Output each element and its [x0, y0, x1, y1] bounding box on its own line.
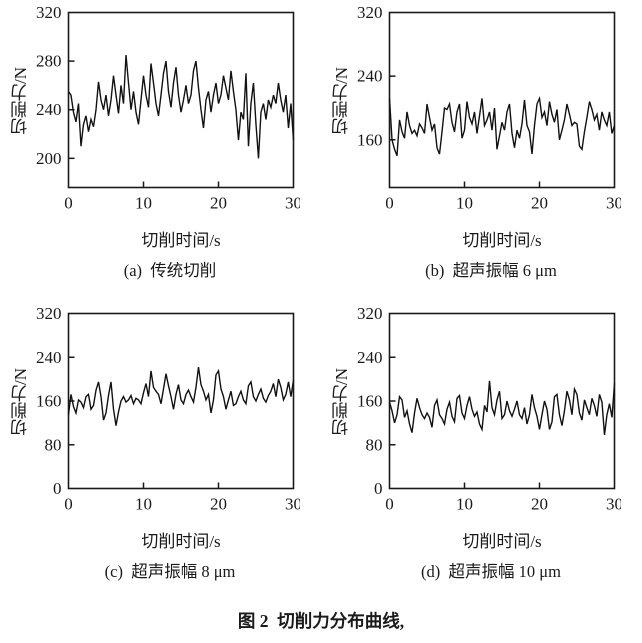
svg-text:80: 80: [45, 435, 62, 454]
svg-text:10: 10: [135, 495, 152, 514]
svg-text:20: 20: [531, 194, 548, 213]
panel-c: 切削力/N 0 80 160 240 320 0 10 20 30 切削时间/s (c) 超声振…: [0, 301, 321, 602]
panel-d: 切削力/N 0 80 160 240 320 0 10 20 30 切削时间/s (d) 超声振…: [321, 301, 642, 602]
svg-text:20: 20: [531, 495, 548, 514]
svg-text:20: 20: [210, 495, 227, 514]
svg-text:0: 0: [64, 194, 73, 213]
x-axis-label-b: 切削时间/s: [462, 231, 542, 250]
line-chart-d: 0 80 160 240 320 0 10 20 30: [357, 304, 621, 514]
svg-text:320: 320: [36, 304, 62, 323]
svg-text:10: 10: [135, 194, 152, 213]
svg-text:20: 20: [210, 194, 227, 213]
svg-text:320: 320: [357, 304, 383, 323]
panel-b: 切削力/N 160 240 320 0 10 20 30 切削时间/s (b) 超声振幅 6…: [321, 0, 642, 301]
svg-text:30: 30: [285, 495, 300, 514]
svg-text:80: 80: [366, 435, 383, 454]
svg-text:160: 160: [357, 392, 383, 411]
svg-text:0: 0: [53, 479, 62, 498]
panel-caption-c: (c) 超声振幅 8 μm: [104, 562, 236, 581]
svg-text:240: 240: [36, 100, 62, 119]
x-axis-label-c: 切削时间/s: [141, 532, 221, 551]
svg-text:0: 0: [385, 495, 394, 514]
svg-text:160: 160: [36, 392, 62, 411]
svg-text:320: 320: [36, 3, 62, 22]
svg-text:160: 160: [357, 130, 383, 149]
svg-text:320: 320: [357, 3, 383, 22]
panel-caption-b: (b) 超声振幅 6 μm: [425, 261, 557, 280]
chart-grid: 切削力/N 200 240 280 320 0 10 20 30 切削时间/s (a) 传统切…: [0, 0, 642, 602]
svg-text:240: 240: [36, 348, 62, 367]
x-axis-label-d: 切削时间/s: [462, 532, 542, 551]
x-axis-label-a: 切削时间/s: [141, 231, 221, 250]
svg-text:0: 0: [374, 479, 383, 498]
svg-text:240: 240: [357, 348, 383, 367]
panel-caption-a: (a) 传统切削: [123, 261, 217, 280]
svg-text:240: 240: [357, 67, 383, 86]
svg-text:0: 0: [385, 194, 394, 213]
svg-text:30: 30: [606, 495, 621, 514]
svg-text:10: 10: [456, 194, 473, 213]
svg-text:280: 280: [36, 52, 62, 71]
line-chart-b: 160 240 320 0 10 20 30: [357, 3, 621, 213]
panel-caption-d: (d) 超声振幅 10 μm: [421, 562, 561, 581]
svg-text:30: 30: [606, 194, 621, 213]
line-chart-a: 200 240 280 320 0 10 20 30: [36, 3, 300, 213]
svg-text:0: 0: [64, 495, 73, 514]
line-chart-c: 0 80 160 240 320 0 10 20 30: [36, 304, 300, 514]
svg-text:200: 200: [36, 149, 62, 168]
panel-a: 切削力/N 200 240 280 320 0 10 20 30 切削时间/s (a) 传统切…: [0, 0, 321, 301]
svg-text:30: 30: [285, 194, 300, 213]
figure-title: 图 2 切削力分布曲线,: [237, 611, 405, 631]
svg-text:10: 10: [456, 495, 473, 514]
